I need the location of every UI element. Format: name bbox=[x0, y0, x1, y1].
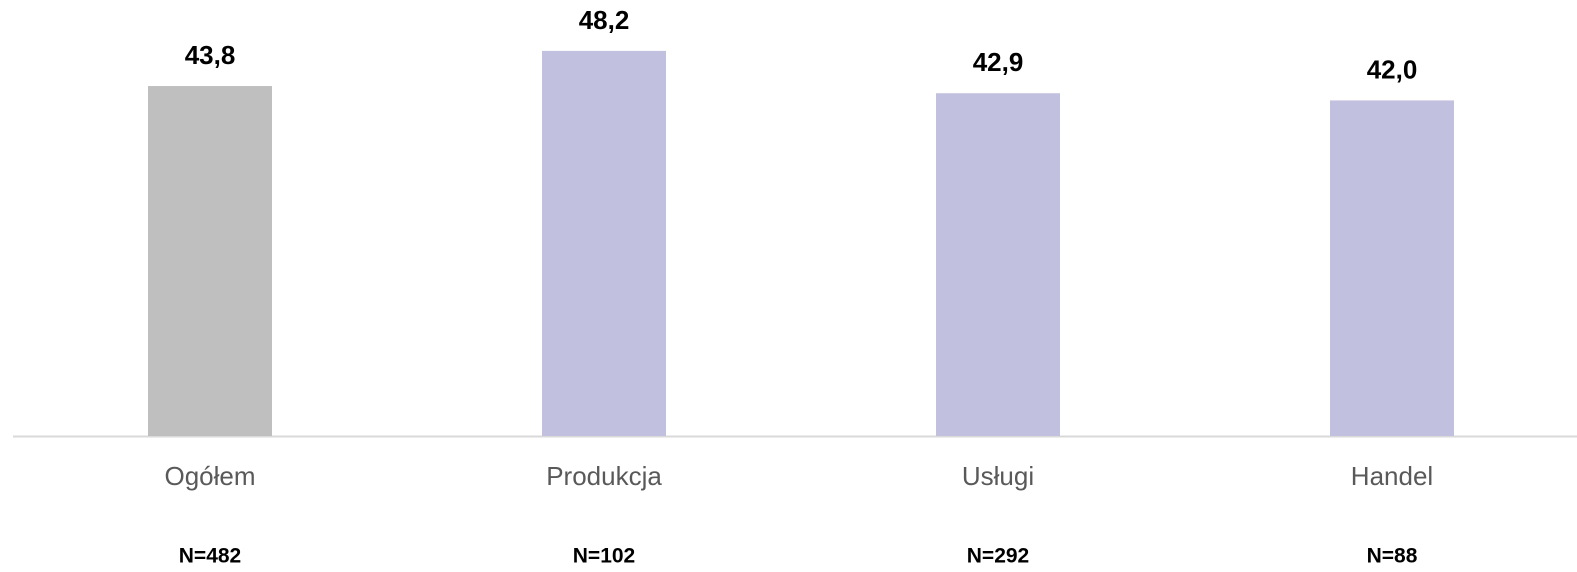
bar bbox=[936, 93, 1060, 436]
sample-size: N=102 bbox=[573, 545, 635, 568]
bar bbox=[542, 50, 666, 437]
x-tick-label: Produkcja bbox=[546, 461, 662, 491]
x-tick-label: Usługi bbox=[962, 461, 1034, 491]
value-label: 43,8 bbox=[185, 40, 236, 70]
sample-size: N=88 bbox=[1367, 545, 1418, 568]
value-label: 42,9 bbox=[973, 47, 1024, 77]
sample-size: N=292 bbox=[967, 545, 1029, 568]
value-label: 48,2 bbox=[579, 5, 630, 35]
x-tick-label: Ogółem bbox=[164, 461, 255, 491]
x-tick-label: Handel bbox=[1351, 461, 1433, 491]
bar bbox=[1330, 100, 1454, 437]
value-label: 42,0 bbox=[1367, 54, 1418, 84]
sample-size: N=482 bbox=[179, 545, 241, 568]
bar bbox=[148, 86, 272, 437]
